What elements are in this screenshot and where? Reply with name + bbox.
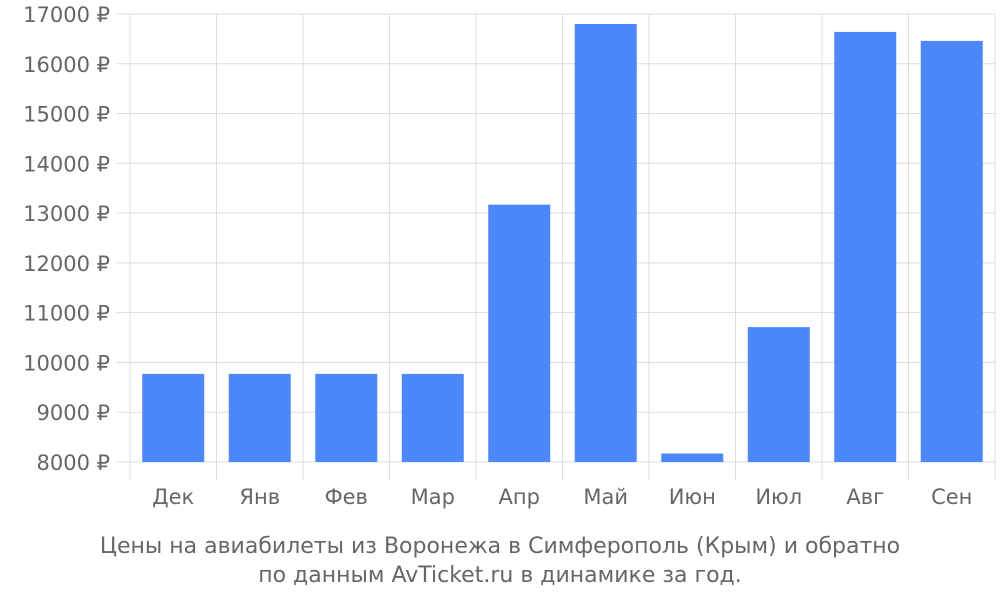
y-tick-label: 16000 ₽	[23, 53, 110, 77]
bar	[574, 23, 637, 462]
x-tick-label: Дек	[152, 485, 194, 509]
y-tick-label: 10000 ₽	[23, 351, 110, 375]
x-axis-tick-labels: Дек Янв Фев Мар Апр Май Июн Июл Авг Сен	[152, 485, 972, 509]
y-tick-label: 11000 ₽	[23, 302, 110, 326]
bar	[228, 373, 291, 462]
x-tick-label: Май	[583, 485, 628, 509]
x-tick-label: Сен	[931, 485, 972, 509]
bar	[920, 40, 983, 462]
bar	[747, 327, 810, 462]
y-tick-label: 17000 ₽	[23, 3, 110, 27]
y-tick-label: 14000 ₽	[23, 152, 110, 176]
bar	[661, 453, 724, 462]
y-axis-tick-labels: 8000 ₽ 9000 ₽ 10000 ₽ 11000 ₽ 12000 ₽ 13000 ₽…	[23, 3, 110, 475]
bar	[142, 373, 205, 462]
y-tick-label: 12000 ₽	[23, 252, 110, 276]
x-tick-label: Авг	[846, 485, 884, 509]
chart-caption-line-2: по данным AvTicket.ru в динамике за год.	[258, 563, 742, 588]
y-tick-label: 15000 ₽	[23, 103, 110, 127]
x-tick-label: Апр	[499, 485, 540, 509]
y-tick-label: 8000 ₽	[37, 451, 110, 475]
bar	[834, 31, 897, 462]
bar-chart: 8000 ₽ 9000 ₽ 10000 ₽ 11000 ₽ 12000 ₽ 13000 ₽…	[23, 3, 996, 509]
x-tick-label: Фев	[325, 485, 368, 509]
x-tick-label: Янв	[239, 485, 280, 509]
bar	[488, 204, 551, 462]
bars	[142, 23, 983, 462]
chart-caption-line-1: Цены на авиабилеты из Воронежа в Симферо…	[99, 534, 901, 559]
y-tick-label: 13000 ₽	[23, 202, 110, 226]
x-tick-label: Июн	[669, 485, 716, 509]
grid	[116, 13, 996, 480]
x-tick-label: Мар	[411, 485, 455, 509]
bar	[315, 373, 378, 462]
bar	[401, 373, 464, 462]
x-tick-label: Июл	[755, 485, 802, 509]
y-tick-label: 9000 ₽	[37, 401, 110, 425]
